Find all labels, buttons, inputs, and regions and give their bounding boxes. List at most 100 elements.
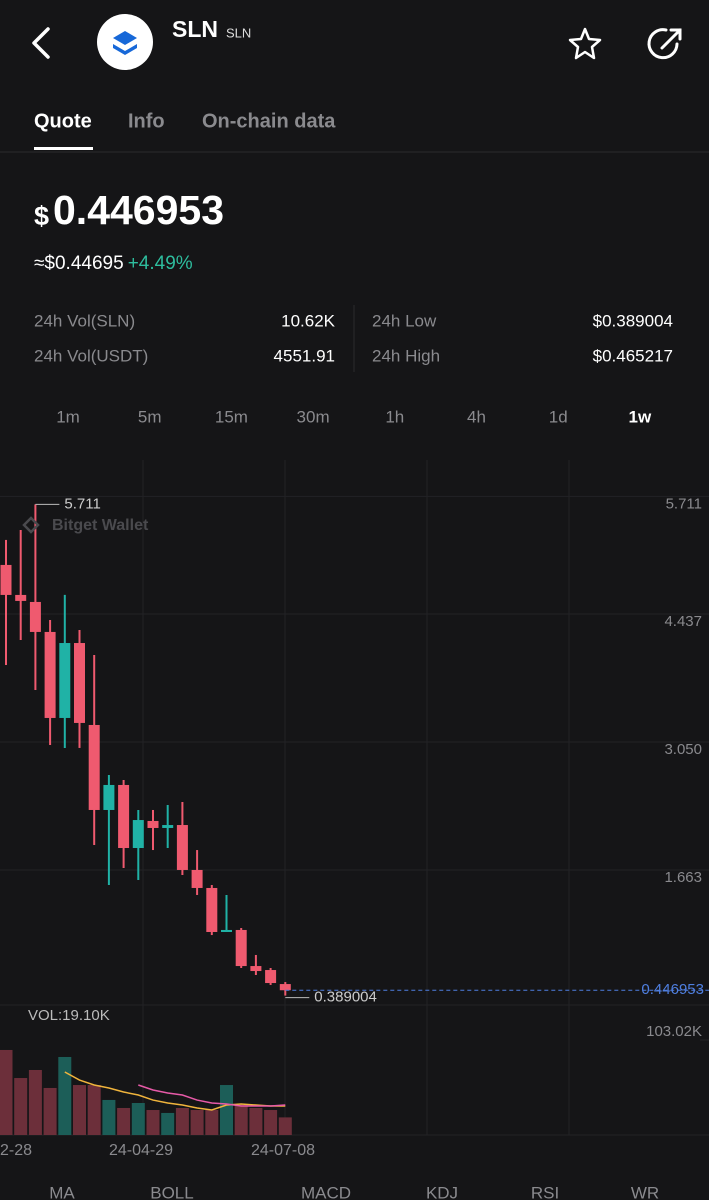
interval-option[interactable]: 1m [56, 407, 80, 426]
candle-body [265, 970, 277, 984]
volume-bar [87, 1085, 101, 1135]
candle-body [132, 820, 144, 849]
candle-body [221, 929, 232, 932]
interval-option[interactable]: 1d [549, 407, 568, 426]
chart: 5.711 4.437 3.050 1.663 5.711 0.389004 0.44695… [0, 460, 709, 1159]
candle-body [176, 825, 188, 870]
stat-value: $0.389004 [593, 311, 673, 330]
candle-body [88, 724, 100, 810]
interval-option[interactable]: 5m [138, 407, 162, 426]
candle-body [29, 601, 41, 632]
tab[interactable]: On-chain data [202, 110, 336, 132]
price-change: +4.49% [128, 253, 193, 274]
volume-bar [175, 1107, 189, 1135]
candle-body [59, 643, 71, 718]
token-symbol: SLN [172, 16, 218, 42]
low-marker-label: 0.389004 [314, 989, 377, 1006]
volume-bar [117, 1107, 131, 1135]
price-value: 0.446953 [53, 187, 224, 233]
y-tick-label: 4.437 [664, 613, 702, 630]
high-marker-label: 5.711 [64, 495, 100, 512]
candle-body [162, 825, 174, 828]
volume-bar [28, 1069, 42, 1135]
volume-bar [264, 1110, 278, 1135]
stat-label: 24h Vol(USDT) [34, 346, 148, 365]
interval-option[interactable]: 4h [467, 407, 486, 426]
candle-body [118, 784, 130, 849]
price-approx: ≈$0.44695 [34, 253, 124, 274]
volume-ma-line [138, 1084, 286, 1107]
stats: 24h Vol(SLN) 10.62K 24h Vol(USDT) 4551.91 24… [34, 311, 673, 365]
volume-ma-line [64, 1071, 286, 1111]
y-tick-label: 3.050 [664, 741, 702, 758]
price-currency: $ [34, 201, 49, 231]
y-tick-label: 1.663 [664, 869, 702, 886]
interval-option[interactable]: 1h [385, 407, 404, 426]
interval-bar: 1m 5m 15m 30m 1h 4h 1d 1w [56, 407, 652, 426]
candle-body [279, 984, 291, 991]
last-price-label: 0.446953 [641, 981, 704, 998]
token-logo-icon [113, 31, 137, 55]
y-tick-label: 5.711 [666, 495, 702, 512]
volume-bar [220, 1085, 233, 1135]
indicator-option[interactable]: WR [631, 1183, 659, 1200]
watermark-icon [22, 516, 40, 534]
indicator-option[interactable]: KDJ [426, 1183, 458, 1200]
tab[interactable]: Info [128, 110, 165, 132]
back-button[interactable] [32, 27, 50, 59]
volume-bar [43, 1087, 57, 1135]
share-button[interactable] [647, 28, 682, 60]
x-tick-label: 24-07-08 [251, 1142, 315, 1159]
candle-body [147, 820, 159, 828]
tab-bar: Quote Info On-chain data [34, 110, 336, 132]
x-tick-label: 24-04-29 [109, 1142, 173, 1159]
volume-tick-label: 103.02K [646, 1023, 702, 1040]
candle-body [44, 631, 56, 718]
stat-label: 24h High [372, 346, 440, 365]
volume-bar [234, 1105, 248, 1135]
volume-bar [161, 1112, 175, 1135]
indicator-option[interactable]: BOLL [150, 1183, 193, 1200]
volume-bar [190, 1110, 204, 1135]
volume-bar [102, 1099, 116, 1135]
volume-bar [278, 1117, 292, 1135]
indicator-option[interactable]: RSI [531, 1183, 559, 1200]
volume-bar [73, 1085, 86, 1135]
stat-label: 24h Vol(SLN) [34, 311, 135, 330]
candle-body [191, 869, 203, 888]
volume-label: VOL:19.10K [28, 1007, 110, 1024]
volume-bar [58, 1056, 72, 1135]
interval-option[interactable]: 1w [629, 407, 652, 426]
candle-body [103, 784, 115, 810]
volume-bar [131, 1103, 145, 1135]
volume-bar [249, 1107, 263, 1135]
candle-body [206, 887, 218, 932]
stat-label: 24h Low [372, 311, 437, 330]
volume-bar [14, 1078, 28, 1135]
interval-option[interactable]: 30m [297, 407, 330, 426]
volume-bar [146, 1110, 160, 1135]
indicator-option[interactable]: MACD [301, 1183, 351, 1200]
token-symbol-small: SLN [226, 25, 251, 40]
candle-body [74, 643, 85, 723]
active-tab-indicator [34, 147, 93, 150]
interval-option[interactable]: 15m [215, 407, 248, 426]
favorite-button[interactable] [568, 27, 602, 60]
price-approx-line: ≈$0.44695 +4.49% [34, 253, 193, 274]
candle-body [235, 929, 247, 967]
x-tick-label: 2-28 [0, 1142, 32, 1159]
volume-bar [0, 1049, 13, 1135]
stat-value: 4551.91 [274, 346, 335, 365]
volume-bar [205, 1110, 219, 1135]
indicator-bar: MA BOLL MACD KDJ RSI WR [49, 1183, 659, 1200]
stat-value: 10.62K [281, 311, 336, 330]
stat-value: $0.465217 [593, 346, 673, 365]
indicator-option[interactable]: MA [49, 1183, 75, 1200]
watermark: Bitget Wallet [52, 517, 149, 534]
tab[interactable]: Quote [34, 110, 92, 132]
candle-body [250, 966, 262, 972]
candle-body [0, 564, 12, 595]
